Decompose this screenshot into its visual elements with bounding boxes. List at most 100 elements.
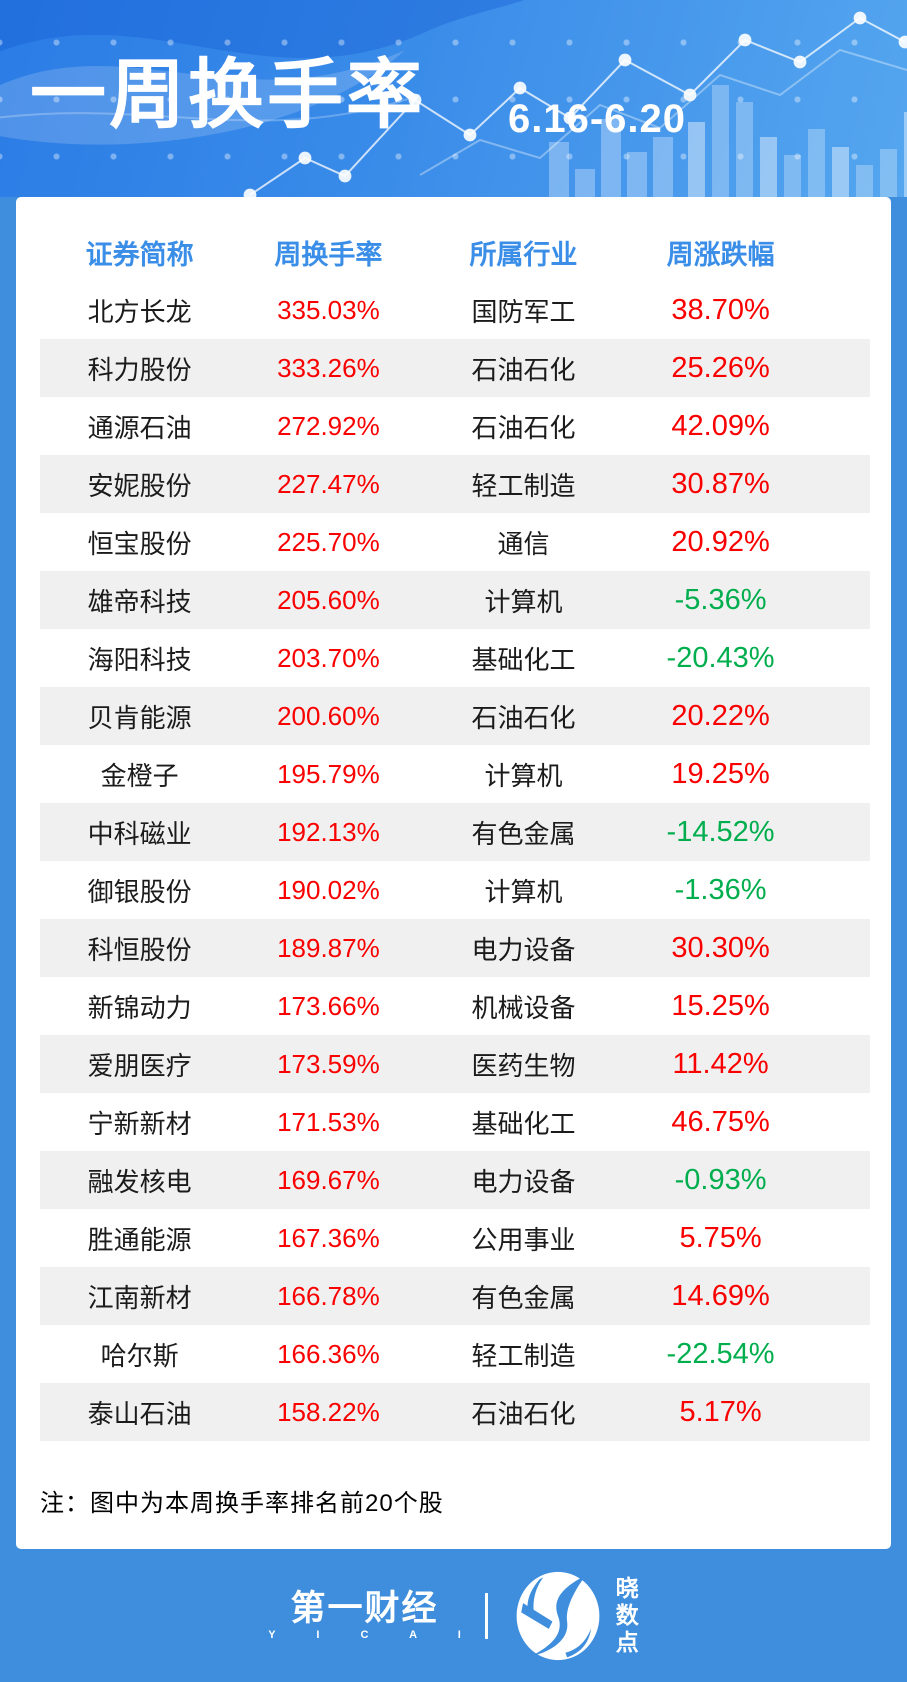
change-value: 46.75% xyxy=(671,1105,770,1138)
banner-decoration-chart-art xyxy=(0,0,907,197)
turnover-value: 272.92% xyxy=(277,410,380,441)
change-value: -22.54% xyxy=(666,1337,775,1370)
table-row: 科力股份 333.26% 石油石化 25.26% xyxy=(40,339,870,397)
change-value: 20.92% xyxy=(671,525,770,558)
turnover-table: 证券简称 周换手率 所属行业 周涨跌幅 北方长龙 335.03% 国防军工 38… xyxy=(40,223,870,1441)
stock-name: 北方长龙 xyxy=(87,296,192,327)
footer-band: 第一财经 Y I C A I 晓 数 点 xyxy=(0,1549,907,1682)
change-value: -20.43% xyxy=(666,641,775,674)
turnover-value: 203.70% xyxy=(277,642,380,673)
table-row: 海阳科技 203.70% 基础化工 -20.43% xyxy=(40,629,870,687)
stock-name: 哈尔斯 xyxy=(100,1340,179,1371)
turnover-value: 171.53% xyxy=(277,1106,380,1137)
stock-name: 科恒股份 xyxy=(87,934,192,965)
turnover-value: 335.03% xyxy=(277,294,380,325)
stock-name: 安妮股份 xyxy=(87,470,192,501)
yicai-latin-label: Y I C A I xyxy=(268,1628,480,1641)
table-row: 江南新材 166.78% 有色金属 14.69% xyxy=(40,1267,870,1325)
date-range: 6.16-6.20 xyxy=(508,97,687,141)
turnover-value: 192.13% xyxy=(277,816,380,847)
industry-label: 国防军工 xyxy=(471,296,576,327)
change-value: -0.93% xyxy=(674,1163,767,1196)
table-row: 宁新新材 171.53% 基础化工 46.75% xyxy=(40,1093,870,1151)
stock-name: 贝肯能源 xyxy=(87,702,192,733)
content-card: 证券简称 周换手率 所属行业 周涨跌幅 北方长龙 335.03% 国防军工 38… xyxy=(16,197,891,1549)
turnover-value: 173.59% xyxy=(277,1048,380,1079)
stock-name: 恒宝股份 xyxy=(87,528,192,559)
column-header-industry: 所属行业 xyxy=(469,239,578,270)
stock-name: 海阳科技 xyxy=(87,644,192,675)
industry-label: 计算机 xyxy=(484,876,563,907)
table-row: 御银股份 190.02% 计算机 -1.36% xyxy=(40,861,870,919)
turnover-value: 190.02% xyxy=(277,874,380,905)
change-value: 11.42% xyxy=(672,1047,769,1080)
wave-shape-dark xyxy=(0,0,525,58)
industry-label: 电力设备 xyxy=(471,1166,576,1197)
industry-label: 公用事业 xyxy=(471,1224,576,1255)
wave-shape-light xyxy=(0,50,405,145)
stock-name: 新锦动力 xyxy=(87,992,192,1023)
turnover-value: 333.26% xyxy=(277,352,380,383)
page-title: 一周换手率 xyxy=(30,53,425,138)
change-value: 15.25% xyxy=(671,989,770,1022)
industry-label: 石油石化 xyxy=(471,354,576,385)
industry-label: 有色金属 xyxy=(471,818,576,849)
change-value: -5.36% xyxy=(674,583,767,616)
industry-label: 基础化工 xyxy=(471,644,576,675)
table-row: 泰山石油 158.22% 石油石化 5.17% xyxy=(40,1383,870,1441)
industry-label: 轻工制造 xyxy=(471,470,576,501)
turnover-value: 173.66% xyxy=(277,990,380,1021)
change-value: 14.69% xyxy=(671,1279,770,1312)
stock-name: 宁新新材 xyxy=(87,1108,192,1139)
change-value: 38.70% xyxy=(671,293,770,326)
line-chart-bright xyxy=(243,11,907,197)
change-value: 5.75% xyxy=(679,1221,762,1254)
change-value: 42.09% xyxy=(671,409,770,442)
stock-name: 胜通能源 xyxy=(87,1224,192,1255)
table-row: 安妮股份 227.47% 轻工制造 30.87% xyxy=(40,455,870,513)
table-row: 中科磁业 192.13% 有色金属 -14.52% xyxy=(40,803,870,861)
change-value: 20.22% xyxy=(671,699,770,732)
industry-label: 基础化工 xyxy=(471,1108,576,1139)
turnover-value: 225.70% xyxy=(277,526,380,557)
industry-label: 石油石化 xyxy=(471,702,576,733)
footer-divider xyxy=(484,1592,488,1639)
change-value: 25.26% xyxy=(671,351,770,384)
table-row: 恒宝股份 225.70% 通信 20.92% xyxy=(40,513,870,571)
column-header-stock: 证券简称 xyxy=(85,239,194,270)
product-char: 晓 xyxy=(615,1574,639,1601)
product-char: 点 xyxy=(615,1629,639,1656)
stock-name: 江南新材 xyxy=(87,1282,192,1313)
turnover-value: 166.78% xyxy=(277,1280,380,1311)
stock-name: 御银股份 xyxy=(87,876,192,907)
table-header-row: 证券简称 周换手率 所属行业 周涨跌幅 xyxy=(40,223,870,281)
yicai-wordmark: 第一财经 xyxy=(290,1588,439,1628)
turnover-value: 227.47% xyxy=(277,468,380,499)
stock-name: 泰山石油 xyxy=(87,1398,192,1429)
table-row: 新锦动力 173.66% 机械设备 15.25% xyxy=(40,977,870,1035)
change-value: -14.52% xyxy=(666,815,775,848)
industry-label: 石油石化 xyxy=(471,412,576,443)
industry-label: 通信 xyxy=(497,528,550,559)
industry-label: 电力设备 xyxy=(471,934,576,965)
banner: 一周换手率 6.16-6.20 xyxy=(0,0,907,197)
turnover-value: 158.22% xyxy=(277,1396,380,1427)
table-row: 爱朋医疗 173.59% 医药生物 11.42% xyxy=(40,1035,870,1093)
turnover-value: 189.87% xyxy=(277,932,380,963)
column-header-change: 周涨跌幅 xyxy=(666,239,775,270)
table-row: 胜通能源 167.36% 公用事业 5.75% xyxy=(40,1209,870,1267)
industry-label: 计算机 xyxy=(484,586,563,617)
turnover-value: 200.60% xyxy=(277,700,380,731)
footnote: 注：图中为本周换手率排名前20个股 xyxy=(40,1490,444,1517)
stock-name: 中科磁业 xyxy=(87,818,192,849)
xiaoshudian-swirl-icon xyxy=(516,1571,600,1660)
stock-name: 通源石油 xyxy=(87,412,192,443)
table-row: 通源石油 272.92% 石油石化 42.09% xyxy=(40,397,870,455)
industry-label: 机械设备 xyxy=(471,992,576,1023)
industry-label: 有色金属 xyxy=(471,1282,576,1313)
industry-label: 医药生物 xyxy=(471,1050,576,1081)
table-row: 融发核电 169.67% 电力设备 -0.93% xyxy=(40,1151,870,1209)
table-row: 雄帝科技 205.60% 计算机 -5.36% xyxy=(40,571,870,629)
change-value: 19.25% xyxy=(671,757,770,790)
